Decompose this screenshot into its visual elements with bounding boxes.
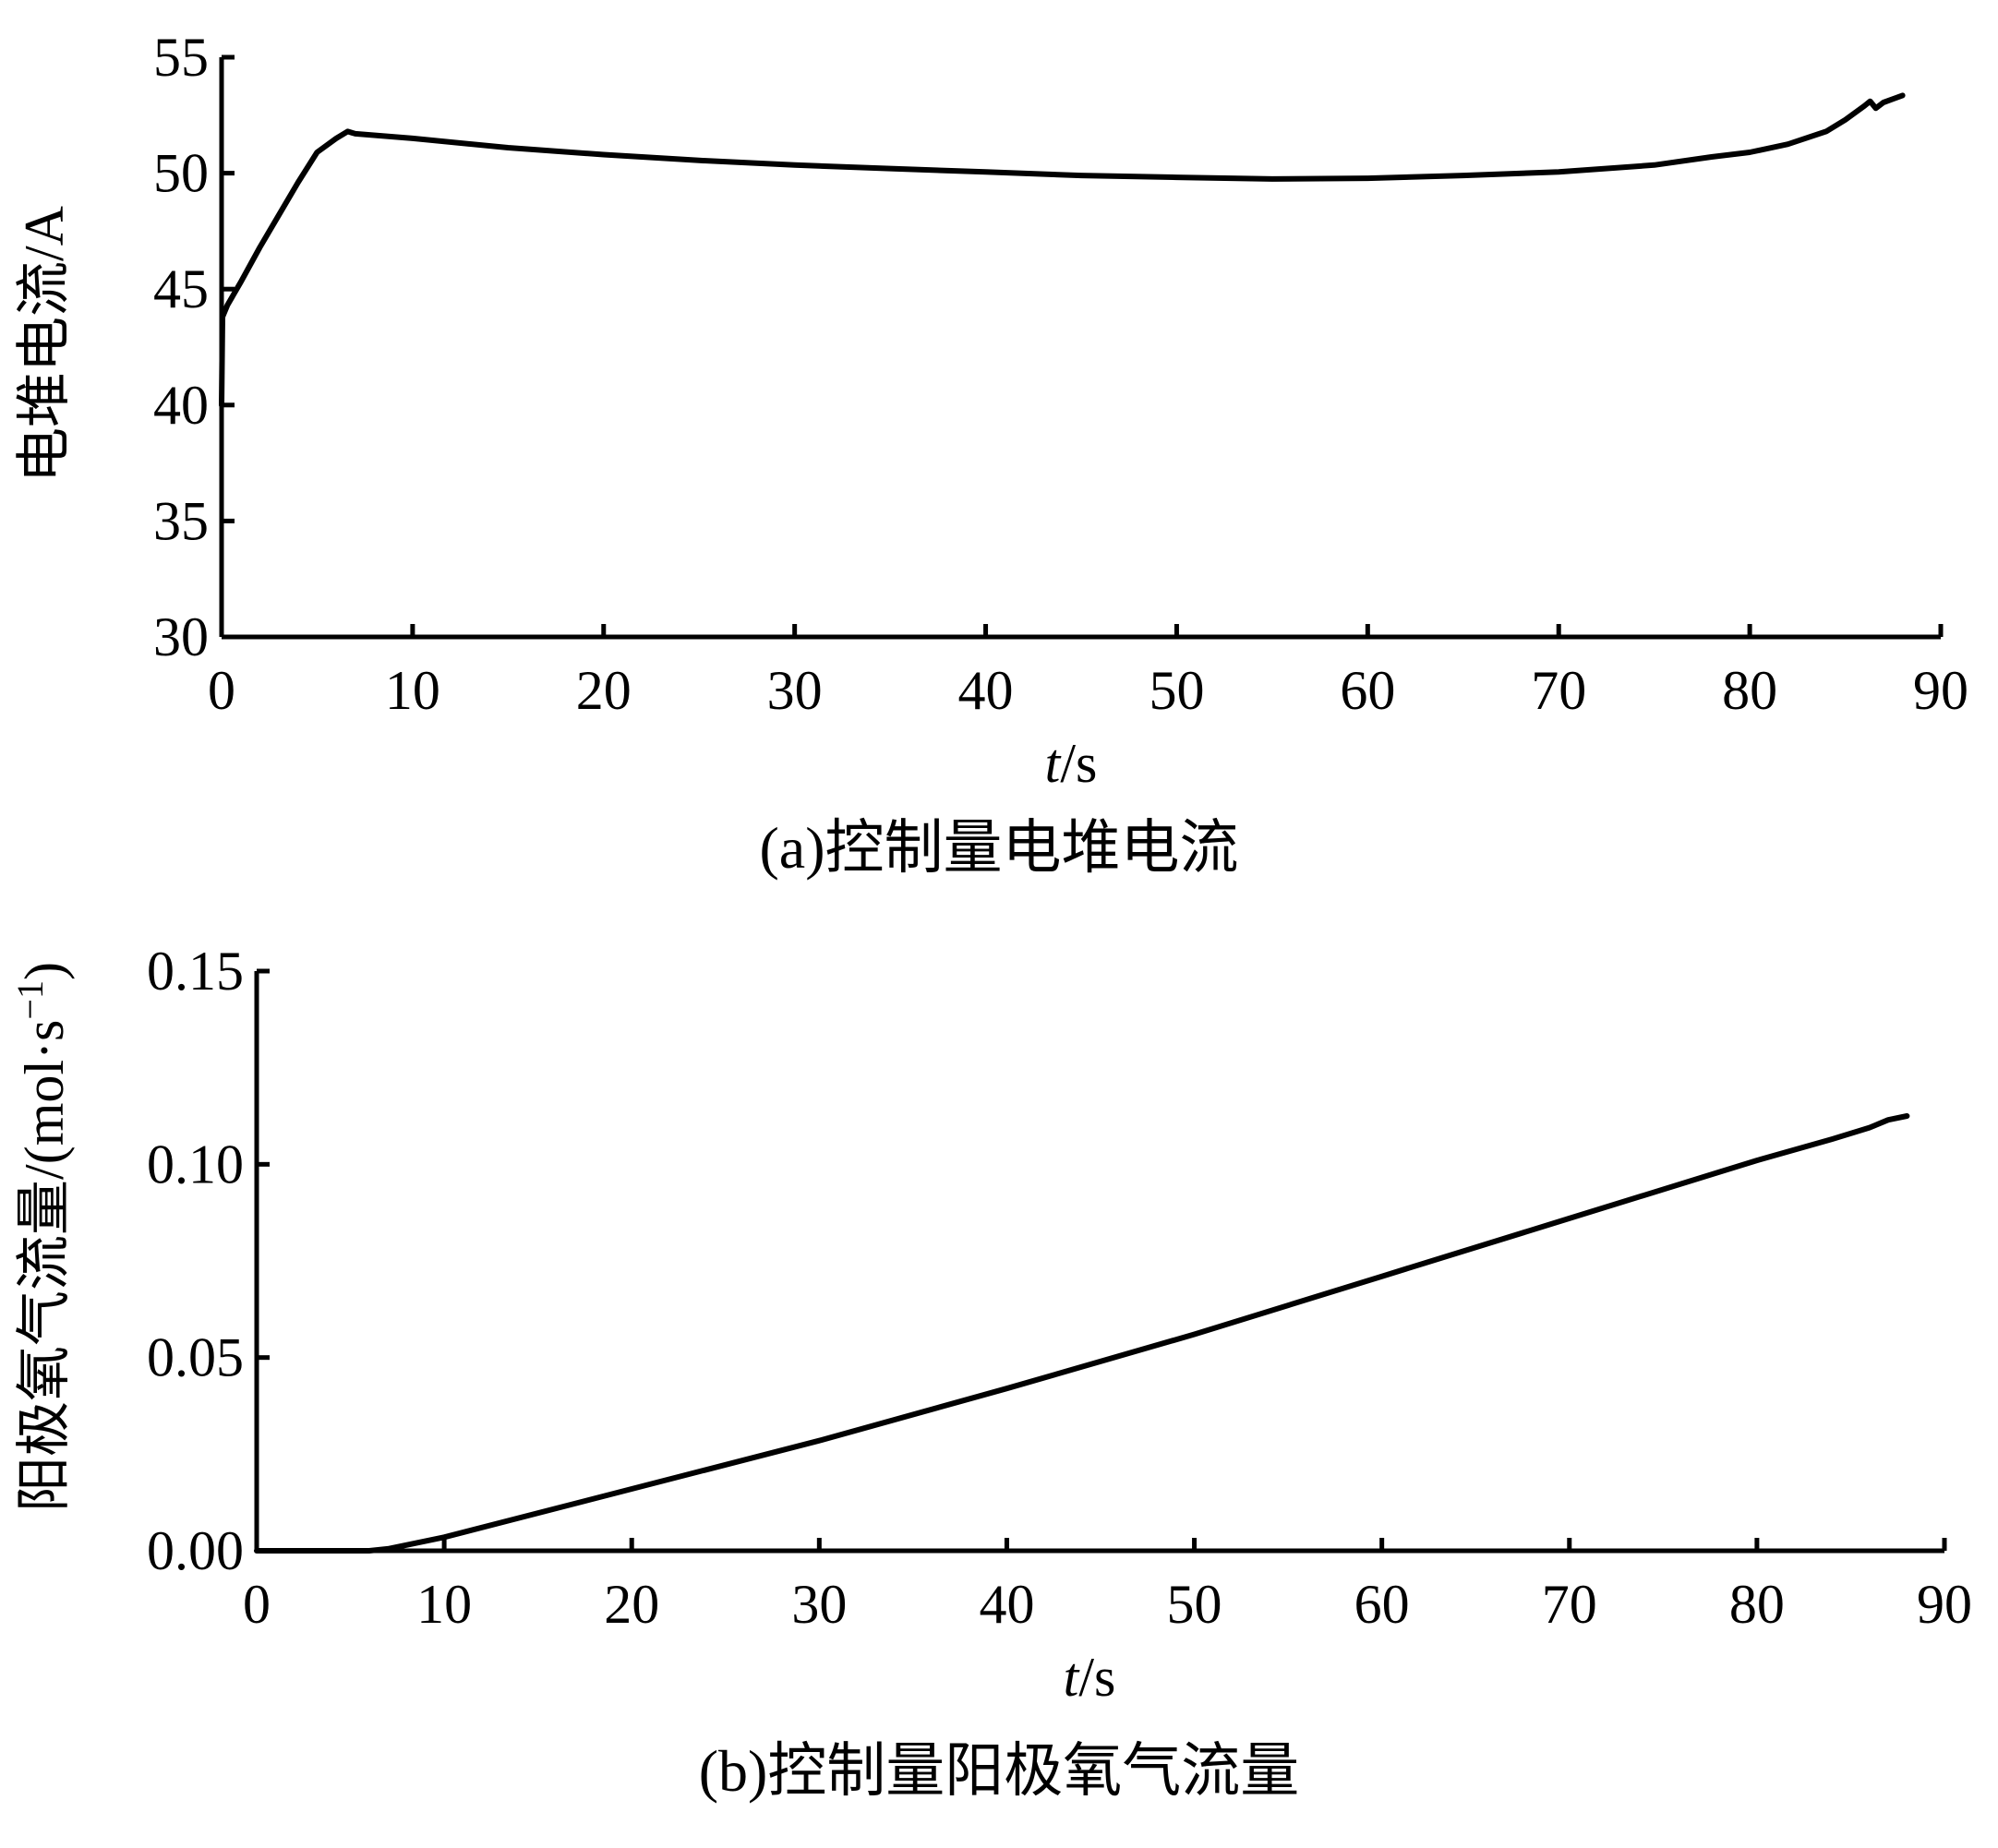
x-tick-label-b: 20 xyxy=(604,1574,659,1635)
x-tick-label-a: 90 xyxy=(1913,660,1968,721)
y-tick-label-b: 0.10 xyxy=(147,1134,244,1194)
x-tick-label-a: 60 xyxy=(1340,660,1395,721)
series-line-b xyxy=(254,1113,1910,1554)
x-axis-label-b: t/s xyxy=(1064,1647,1116,1708)
x-tick-label-a: 80 xyxy=(1722,660,1777,721)
y-tick-label-b: 0.00 xyxy=(147,1520,244,1581)
y-tick-label-a: 55 xyxy=(153,27,209,88)
x-tick-label-a: 0 xyxy=(208,660,235,721)
y-tick-label-a: 40 xyxy=(153,375,209,436)
x-tick-label-b: 90 xyxy=(1917,1574,1972,1635)
y-tick-label-a: 50 xyxy=(153,143,209,204)
y-tick-label-a: 45 xyxy=(153,258,209,319)
x-tick-label-b: 50 xyxy=(1167,1574,1222,1635)
y-tick-label-a: 30 xyxy=(153,606,209,667)
x-tick-label-a: 70 xyxy=(1531,660,1586,721)
caption-b: (b)控制量阳极氧气流量 xyxy=(699,1738,1300,1804)
series-line-a xyxy=(219,92,1906,408)
x-axis-label-a: t/s xyxy=(1045,733,1098,794)
y-axis-label-a: 电堆电流/A xyxy=(14,206,75,483)
x-tick-label-a: 50 xyxy=(1149,660,1204,721)
x-tick-label-b: 70 xyxy=(1542,1574,1597,1635)
chart-panel-b: 0 10 20 30 40 50 60 70 80 90 0.00 0.05 0.10 0.15 xyxy=(147,941,1972,1635)
y-axis-label-b: 阳极氧气流量/(mol·s−1) xyxy=(9,962,75,1512)
chart-panel-a: 0 10 20 30 40 50 60 70 80 90 30 35 40 45 50 55 xyxy=(153,27,1968,721)
y-tick-label-b: 0.05 xyxy=(147,1327,244,1388)
x-tick-label-a: 20 xyxy=(576,660,632,721)
x-tick-label-b: 80 xyxy=(1729,1574,1785,1635)
x-tick-label-b: 40 xyxy=(979,1574,1034,1635)
x-tick-label-b: 0 xyxy=(243,1574,271,1635)
x-tick-label-a: 10 xyxy=(385,660,440,721)
caption-a: (a)控制量电堆电流 xyxy=(759,815,1238,881)
x-tick-label-b: 60 xyxy=(1354,1574,1410,1635)
x-tick-label-a: 30 xyxy=(767,660,823,721)
y-tick-label-b: 0.15 xyxy=(147,941,244,1002)
x-tick-label-b: 10 xyxy=(416,1574,472,1635)
y-tick-label-a: 35 xyxy=(153,490,209,551)
x-tick-label-a: 40 xyxy=(958,660,1014,721)
x-tick-label-b: 30 xyxy=(791,1574,847,1635)
